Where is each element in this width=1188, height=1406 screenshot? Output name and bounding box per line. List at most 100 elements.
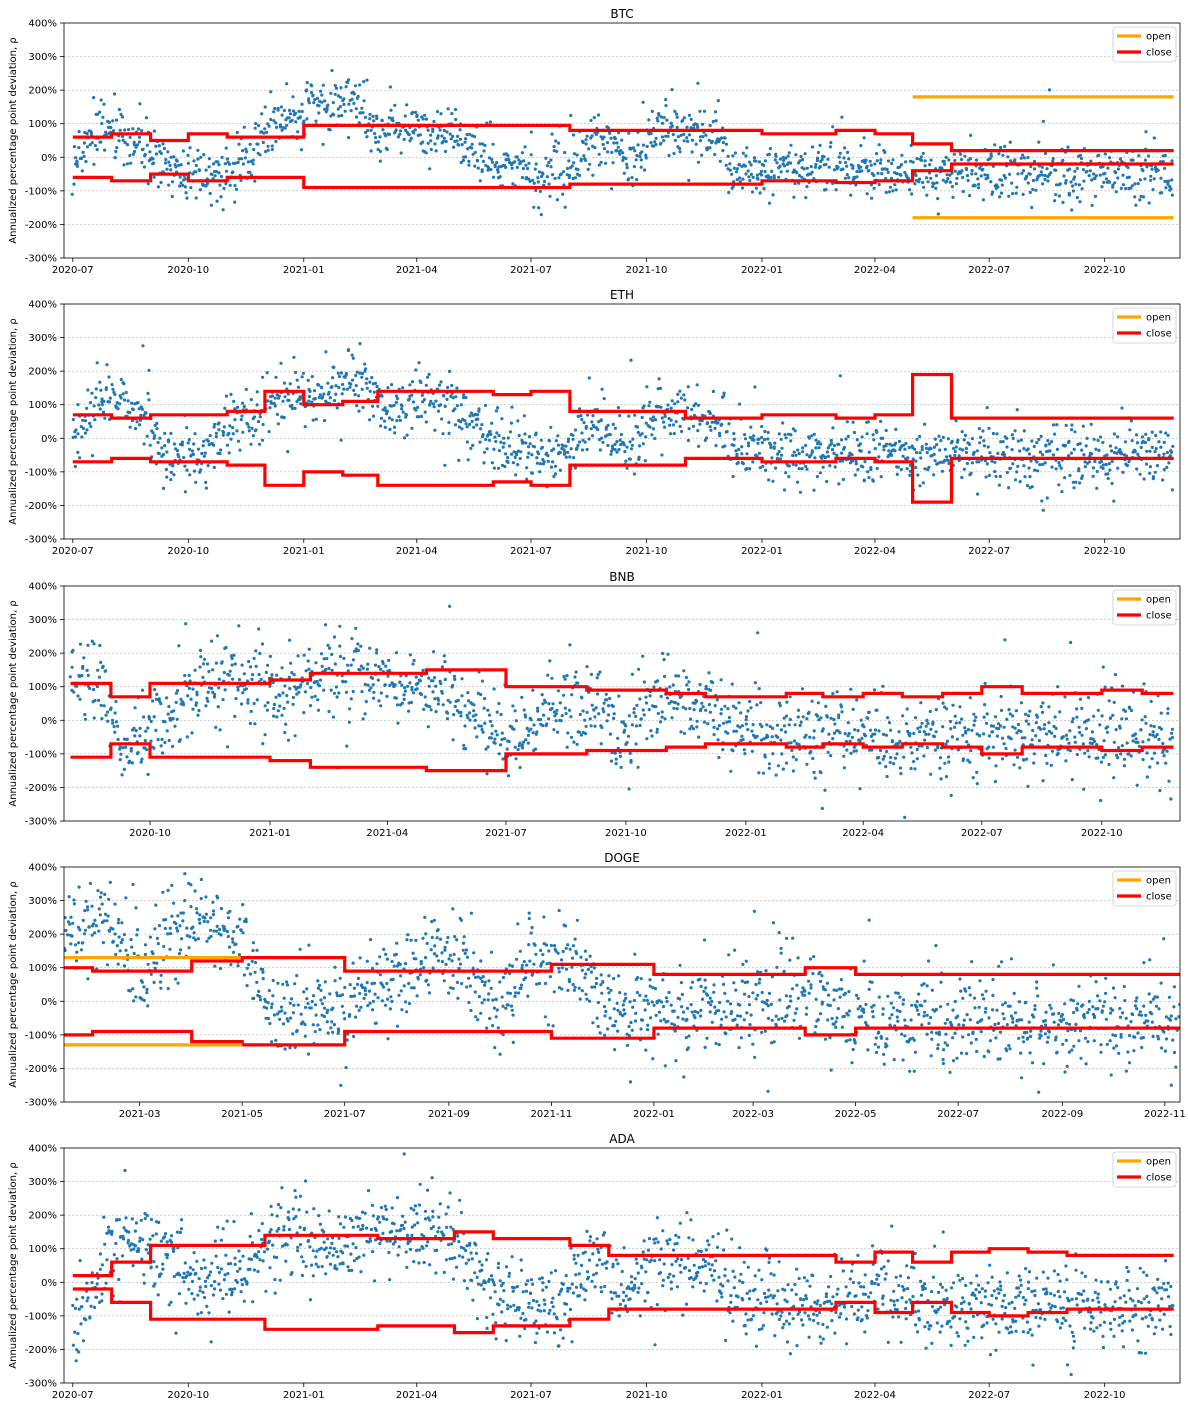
data-point [902,755,906,759]
data-point [496,168,500,172]
data-point [1070,778,1074,782]
data-point [575,153,579,157]
data-point [479,427,483,431]
data-point [140,407,144,411]
data-point [1073,735,1077,739]
data-point [105,919,109,923]
data-point [86,673,90,678]
data-point [492,687,496,691]
data-point [1046,439,1050,443]
data-point [224,394,229,398]
data-point [76,432,80,436]
data-point [687,680,691,684]
data-point [933,437,937,441]
data-point [380,118,384,122]
data-point [678,150,682,154]
data-point [431,127,435,131]
data-point [459,403,463,407]
data-point [328,646,332,650]
data-point [428,167,432,171]
data-point [183,185,187,189]
data-point [124,390,128,395]
data-point [798,159,802,163]
data-point [563,150,567,155]
data-point [182,456,186,460]
data-point [1156,168,1160,172]
data-point [219,174,224,179]
data-point [732,166,737,170]
data-point [152,129,156,133]
data-point [729,769,733,773]
data-point [72,182,76,186]
data-point [821,465,825,469]
data-point [656,119,660,123]
data-point [412,691,416,695]
data-point [853,728,857,732]
data-point [573,176,578,180]
data-point [868,728,873,732]
data-point [587,376,591,380]
data-point [132,726,136,731]
data-point [1137,744,1141,749]
data-point [250,959,254,964]
data-point [286,700,290,704]
data-point [1063,476,1067,480]
data-point [878,761,882,765]
data-point [862,725,866,729]
data-point [119,396,123,400]
data-point [1079,156,1084,161]
data-point [982,715,986,719]
data-point [756,441,760,445]
data-point [1040,173,1044,177]
data-point [875,708,879,712]
data-point [644,156,648,160]
data-point [979,174,983,178]
data-point [679,396,684,400]
data-point [973,184,977,188]
data-point [791,462,795,466]
data-point [933,748,938,752]
data-point [553,464,558,468]
data-point [436,409,441,413]
data-point [733,151,738,155]
data-point [867,450,871,454]
data-point [801,446,805,450]
data-point [199,877,203,882]
data-point [514,473,518,477]
data-point [385,409,389,413]
data-point [628,457,632,461]
data-point [797,174,802,178]
x-tick-label: 2021-01 [283,546,325,557]
data-point [366,128,370,133]
data-point [201,675,205,680]
data-point [159,151,163,155]
data-point [489,736,493,740]
data-point [165,729,169,733]
data-point [625,162,629,166]
data-point [573,428,578,432]
data-point [948,180,952,184]
data-point [739,711,743,715]
data-point [669,432,673,436]
data-point [826,157,830,161]
data-point [581,140,585,145]
data-point [632,472,637,476]
data-point [151,699,155,703]
data-point [740,445,744,449]
data-point [175,717,179,721]
data-point [124,896,128,900]
data-point [239,178,243,182]
data-point [854,749,858,753]
data-point [974,172,978,176]
data-point [199,155,203,159]
data-point [1041,701,1045,705]
data-point [789,161,793,165]
data-point [566,437,571,441]
data-point [529,153,533,157]
data-point [460,427,464,431]
data-point [977,186,981,190]
data-point [732,437,736,441]
data-point [1037,140,1041,144]
data-point [558,701,562,705]
data-point [317,383,321,387]
